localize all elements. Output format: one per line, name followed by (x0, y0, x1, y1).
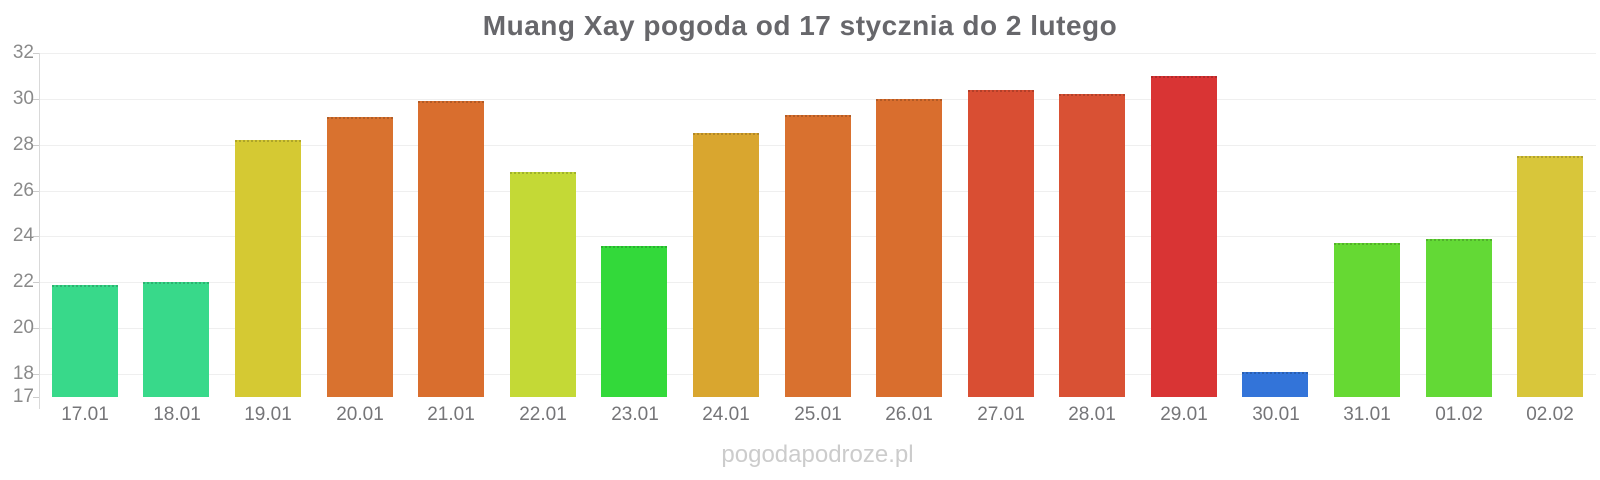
x-axis-label-30.01: 30.01 (1252, 404, 1300, 425)
y-axis-tick-20 (33, 328, 39, 329)
bar-24.01[interactable] (693, 133, 759, 397)
bar-30.01[interactable] (1242, 372, 1308, 397)
x-axis-label-18.01: 18.01 (153, 404, 201, 425)
bar-19.01[interactable] (235, 140, 301, 397)
y-axis-label-30: 30 (12, 88, 34, 109)
x-axis-label-23.01: 23.01 (611, 404, 659, 425)
x-axis-label-19.01: 19.01 (244, 404, 292, 425)
bar-18.01[interactable] (143, 282, 209, 397)
y-axis-label-22: 22 (12, 271, 34, 292)
y-axis-tick-26 (33, 191, 39, 192)
x-axis-label-01.02: 01.02 (1435, 404, 1483, 425)
y-axis-tick-24 (33, 236, 39, 237)
bar-22.01[interactable] (510, 172, 576, 397)
bar-29.01[interactable] (1151, 76, 1217, 397)
bar-17.01[interactable] (52, 285, 118, 397)
x-axis-label-22.01: 22.01 (519, 404, 567, 425)
x-axis-label-25.01: 25.01 (794, 404, 842, 425)
x-axis-label-31.01: 31.01 (1343, 404, 1391, 425)
bar-31.01[interactable] (1334, 243, 1400, 397)
y-axis-line (39, 53, 40, 409)
bar-02.02[interactable] (1517, 156, 1583, 397)
bar-21.01[interactable] (418, 101, 484, 397)
y-axis-label-24: 24 (12, 225, 34, 246)
bar-27.01[interactable] (968, 90, 1034, 397)
x-axis-label-02.02: 02.02 (1526, 404, 1574, 425)
gridline-30 (39, 99, 1596, 100)
y-axis-tick-22 (33, 282, 39, 283)
x-axis-label-26.01: 26.01 (885, 404, 933, 425)
y-axis-label-17: 17 (12, 386, 34, 407)
x-axis-label-28.01: 28.01 (1068, 404, 1116, 425)
y-axis-label-18: 18 (12, 363, 34, 384)
x-axis-label-29.01: 29.01 (1160, 404, 1208, 425)
bar-01.02[interactable] (1426, 239, 1492, 397)
watermark: pogodapodroze.pl (721, 441, 914, 468)
bar-26.01[interactable] (876, 99, 942, 397)
x-axis-label-24.01: 24.01 (702, 404, 750, 425)
y-axis-tick-30 (33, 99, 39, 100)
chart-title: Muang Xay pogoda od 17 stycznia do 2 lut… (482, 10, 1118, 41)
bar-25.01[interactable] (785, 115, 851, 397)
x-axis-label-17.01: 17.01 (61, 404, 109, 425)
y-axis-label-32: 32 (12, 42, 34, 63)
y-axis-label-20: 20 (12, 317, 34, 338)
bar-28.01[interactable] (1059, 94, 1125, 397)
y-axis-tick-17 (33, 397, 39, 398)
bar-23.01[interactable] (601, 246, 667, 397)
gridline-32 (39, 53, 1596, 54)
y-axis-label-28: 28 (12, 134, 34, 155)
x-axis-label-20.01: 20.01 (336, 404, 384, 425)
y-axis-tick-32 (33, 53, 39, 54)
y-axis-label-26: 26 (12, 180, 34, 201)
y-axis-tick-18 (33, 374, 39, 375)
y-axis-tick-28 (33, 145, 39, 146)
x-axis-label-21.01: 21.01 (427, 404, 475, 425)
x-axis-label-27.01: 27.01 (977, 404, 1025, 425)
bar-20.01[interactable] (327, 117, 393, 397)
